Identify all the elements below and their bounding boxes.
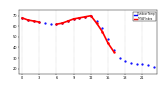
Legend: Outdoor Temp, THSW Index: Outdoor Temp, THSW Index	[133, 12, 156, 21]
